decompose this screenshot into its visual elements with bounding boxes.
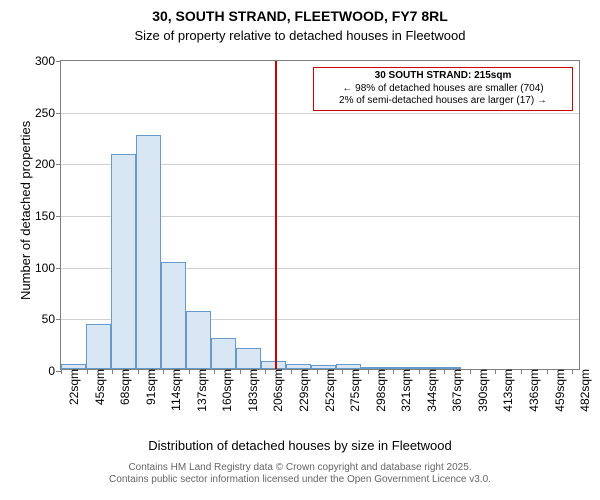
x-tick-mark: [163, 369, 164, 374]
x-tick-label: 367sqm: [448, 369, 464, 412]
x-tick-mark: [240, 369, 241, 374]
x-tick-label: 183sqm: [244, 369, 260, 412]
histogram-bar: [86, 324, 111, 369]
x-tick-mark: [547, 369, 548, 374]
x-tick-mark: [419, 369, 420, 374]
x-tick-mark: [368, 369, 369, 374]
x-tick-mark: [572, 369, 573, 374]
y-tick-label: 150: [35, 209, 61, 223]
x-tick-label: 413sqm: [499, 369, 515, 412]
chart-container: 30, SOUTH STRAND, FLEETWOOD, FY7 8RL Siz…: [0, 0, 600, 500]
annotation-box: 30 SOUTH STRAND: 215sqm← 98% of detached…: [313, 67, 573, 111]
histogram-bar: [111, 154, 136, 369]
y-tick-label: 250: [35, 106, 61, 120]
x-tick-label: 482sqm: [576, 369, 592, 412]
x-tick-label: 137sqm: [193, 369, 209, 412]
reference-line: [275, 61, 277, 369]
attribution-line: Contains HM Land Registry data © Crown c…: [0, 462, 600, 474]
x-tick-mark: [138, 369, 139, 374]
x-tick-label: 45sqm: [91, 369, 107, 405]
histogram-bar: [261, 361, 286, 369]
x-tick-label: 91sqm: [142, 369, 158, 405]
y-tick-label: 50: [42, 312, 61, 326]
y-tick-label: 200: [35, 157, 61, 171]
x-tick-label: 68sqm: [116, 369, 132, 405]
y-tick-label: 0: [48, 364, 61, 378]
annotation-line: ← 98% of detached houses are smaller (70…: [318, 83, 568, 96]
x-tick-label: 229sqm: [295, 369, 311, 412]
x-tick-mark: [393, 369, 394, 374]
histogram-bar: [236, 348, 261, 369]
annotation-line: 30 SOUTH STRAND: 215sqm: [318, 70, 568, 83]
y-tick-label: 300: [35, 54, 61, 68]
x-tick-label: 298sqm: [372, 369, 388, 412]
y-axis-label: Number of detached properties: [18, 121, 33, 300]
x-tick-label: 459sqm: [551, 369, 567, 412]
histogram-bar: [211, 338, 236, 369]
x-tick-label: 206sqm: [269, 369, 285, 412]
x-tick-mark: [317, 369, 318, 374]
x-tick-label: 321sqm: [397, 369, 413, 412]
x-tick-mark: [291, 369, 292, 374]
x-tick-label: 344sqm: [423, 369, 439, 412]
x-tick-mark: [112, 369, 113, 374]
gridline: [61, 113, 579, 114]
x-tick-mark: [495, 369, 496, 374]
x-tick-label: 436sqm: [525, 369, 541, 412]
y-tick-label: 100: [35, 261, 61, 275]
x-tick-mark: [342, 369, 343, 374]
chart-subtitle: Size of property relative to detached ho…: [0, 28, 600, 43]
x-tick-mark: [61, 369, 62, 374]
x-tick-mark: [265, 369, 266, 374]
x-tick-mark: [470, 369, 471, 374]
x-tick-mark: [444, 369, 445, 374]
x-tick-label: 114sqm: [167, 369, 183, 411]
x-tick-label: 22sqm: [65, 369, 81, 405]
histogram-bar: [136, 135, 161, 369]
x-tick-mark: [214, 369, 215, 374]
attribution-line: Contains public sector information licen…: [0, 474, 600, 486]
x-tick-label: 160sqm: [218, 369, 234, 412]
annotation-line: 2% of semi-detached houses are larger (1…: [318, 95, 568, 108]
plot-area: 05010015020025030022sqm45sqm68sqm91sqm11…: [60, 60, 580, 370]
histogram-bar: [161, 262, 186, 369]
chart-title: 30, SOUTH STRAND, FLEETWOOD, FY7 8RL: [0, 8, 600, 24]
x-axis-label: Distribution of detached houses by size …: [0, 438, 600, 453]
attribution-text: Contains HM Land Registry data © Crown c…: [0, 462, 600, 486]
x-tick-mark: [521, 369, 522, 374]
x-tick-label: 252sqm: [321, 369, 337, 412]
histogram-bar: [186, 311, 211, 369]
x-tick-mark: [87, 369, 88, 374]
x-tick-mark: [189, 369, 190, 374]
x-tick-label: 390sqm: [474, 369, 490, 412]
x-tick-label: 275sqm: [346, 369, 362, 412]
